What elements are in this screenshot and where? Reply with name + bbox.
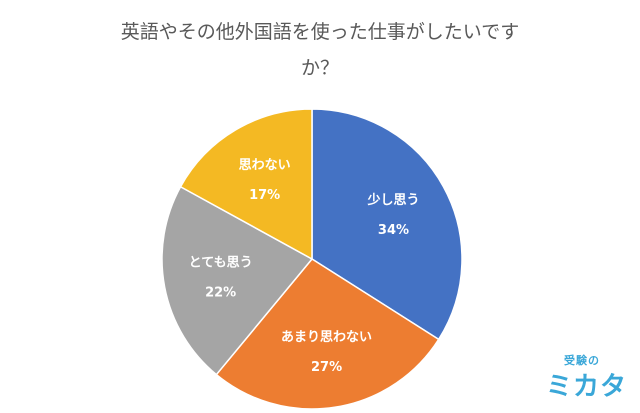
chart-title-line2: か？	[300, 57, 339, 79]
pie-slice-0	[311, 108, 463, 341]
logo: 受験の ミカタ	[546, 352, 632, 408]
slice-label-0: 少し思う	[366, 192, 419, 208]
slice-value-3: 17%	[249, 188, 280, 203]
slice-value-1: 27%	[311, 360, 342, 375]
slice-value-0: 34%	[378, 223, 409, 238]
pie-slice-2	[161, 185, 314, 376]
logo-main-text: ミカタ	[546, 372, 628, 402]
slice-label-1: あまり思わない	[281, 330, 372, 345]
chart-title-line1: 英語やその他外国語を使った仕事がしたいです	[120, 21, 520, 43]
pie-slice-3	[179, 108, 313, 261]
pie-slice-1	[215, 258, 440, 410]
logo-top-text: 受験の	[564, 354, 600, 367]
slice-label-2: とても思う	[189, 255, 253, 270]
slice-value-2: 22%	[205, 285, 236, 300]
chart-title: 英語やその他外国語を使った仕事がしたいです か？	[0, 14, 640, 86]
slice-label-3: 思わない	[239, 158, 291, 173]
